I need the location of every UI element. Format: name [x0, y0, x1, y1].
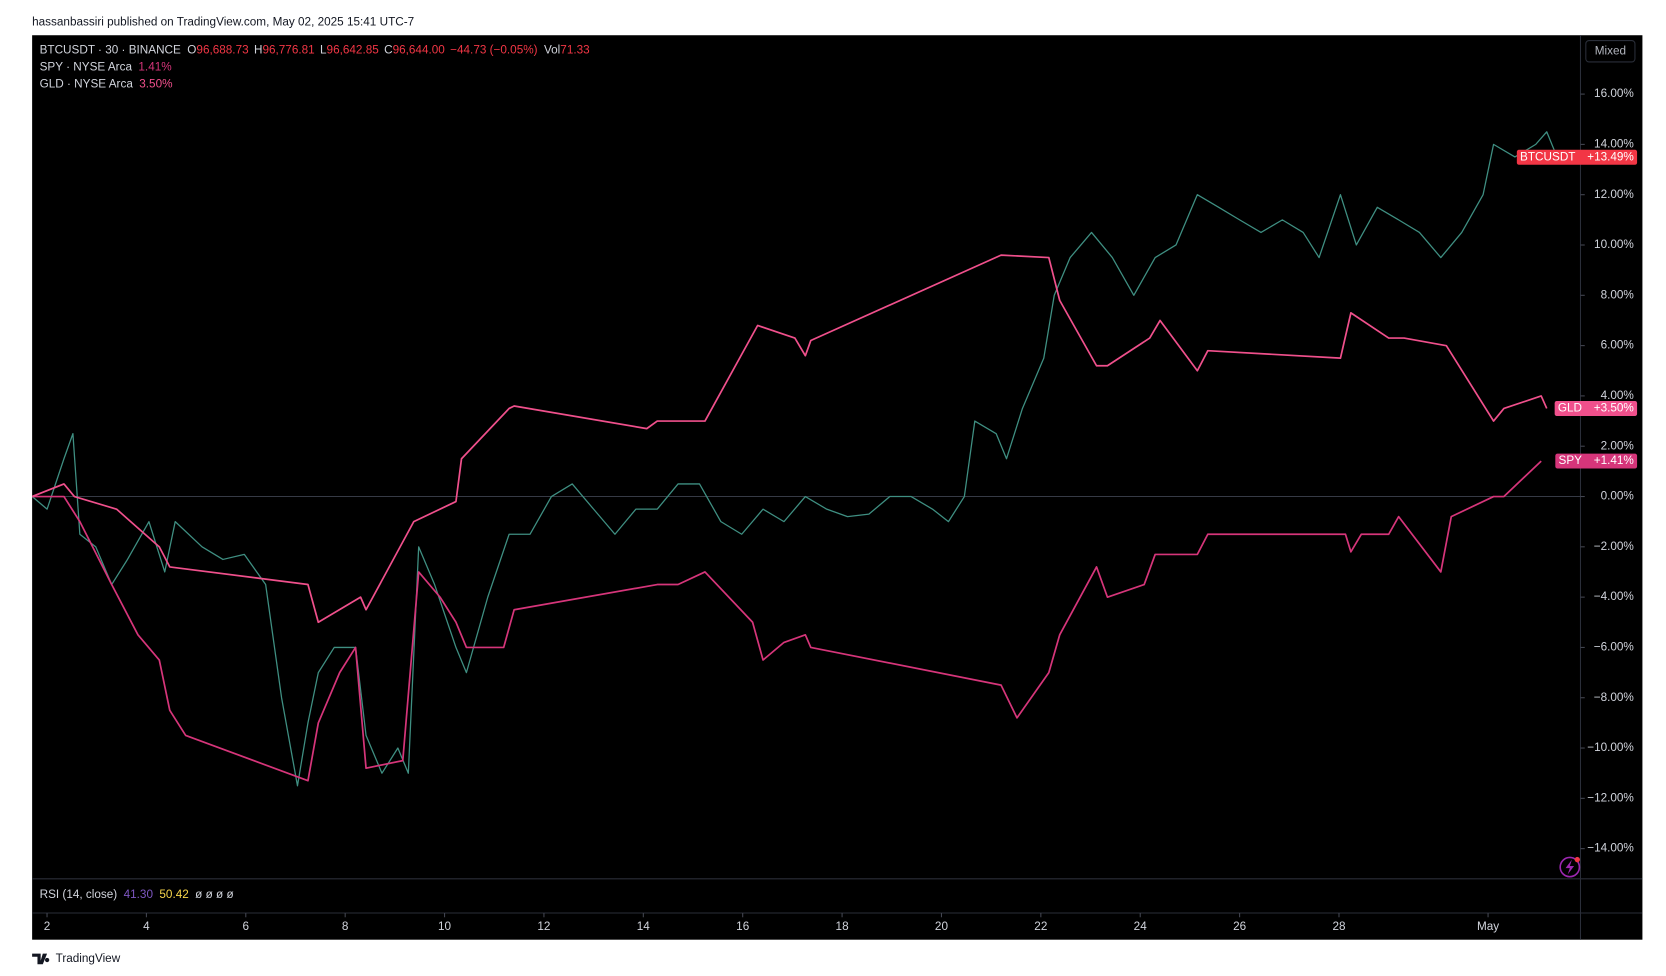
scale-mode-label[interactable]: Mixed: [1595, 44, 1626, 57]
y-tick-label: −4.00%: [1594, 590, 1635, 603]
series-line: [32, 254, 1548, 624]
x-tick-label: 12: [537, 920, 550, 933]
ohlc-label: L: [320, 43, 327, 56]
ohlc-value: 96,776.81: [262, 43, 314, 56]
ohlc-value: 96,642.85: [327, 43, 380, 56]
y-tick-label: −14.00%: [1587, 842, 1634, 855]
x-tick-label: 24: [1134, 920, 1148, 933]
y-tick-label: −8.00%: [1594, 691, 1635, 704]
y-tick-label: 6.00%: [1601, 339, 1635, 352]
icon-ring: [1559, 856, 1581, 878]
volume-label: Vol: [544, 43, 560, 56]
y-tick-label: −6.00%: [1594, 641, 1635, 654]
x-tick-label: 22: [1034, 920, 1047, 933]
price-tag-bg: [1555, 453, 1638, 469]
ohlc-value: 96,688.73: [196, 43, 249, 56]
brand-name: TradingView: [56, 952, 121, 965]
legend-symbol: BTCUSDT · 30 · BINANCE: [40, 43, 181, 56]
logo-mark: [32, 953, 50, 965]
y-tick-label: 2.00%: [1601, 439, 1635, 452]
price-tag: SPY +1.41%: [1555, 453, 1638, 469]
x-tick-label: 28: [1332, 920, 1346, 933]
series-line: [32, 460, 1542, 782]
y-tick-label: 10.00%: [1594, 238, 1634, 251]
y-tick-label: 16.00%: [1594, 87, 1634, 100]
change-value: −44.73 (−0.05%): [450, 43, 538, 56]
y-tick-label: 8.00%: [1601, 288, 1635, 301]
ohlc-label: H: [254, 43, 262, 56]
x-tick-label: 2: [44, 920, 51, 933]
price-tag-name: SPY: [1559, 454, 1583, 467]
chart-panel: [32, 35, 1643, 940]
price-tag-name: GLD: [1558, 402, 1582, 415]
x-tick-label: 6: [243, 920, 250, 933]
y-tick-label: 14.00%: [1594, 137, 1634, 150]
rsi-readout: 50.42: [159, 888, 188, 901]
price-tag-name: BTCUSDT: [1520, 150, 1575, 163]
x-tick-label: 16: [736, 920, 750, 933]
x-tick-label: May: [1477, 920, 1499, 933]
x-tick-label: 26: [1233, 920, 1247, 933]
ohlc-value: 96,644.00: [393, 43, 446, 56]
y-tick-label: 4.00%: [1601, 389, 1635, 402]
y-tick-label: −12.00%: [1587, 791, 1634, 804]
ohlc-label: C: [384, 43, 393, 56]
price-tag-bg: [1554, 401, 1638, 416]
series-line: [32, 131, 1558, 787]
x-tick-label: 20: [935, 920, 949, 933]
rsi-readout: 41.30: [124, 888, 154, 901]
price-tag-value: +3.50%: [1594, 402, 1635, 415]
lightning-icon[interactable]: [1559, 856, 1581, 878]
legend-symbol: GLD · NYSE Arca: [40, 77, 134, 90]
x-tick-label: 14: [637, 920, 651, 933]
price-tag: GLD +3.50%: [1554, 401, 1638, 416]
icon-bolt: [1565, 859, 1575, 875]
tradingview-logo: [32, 953, 50, 965]
rsi-label: RSI (14, close): [40, 888, 118, 901]
legend-value: 1.41%: [138, 60, 172, 73]
x-tick-label: 10: [438, 920, 452, 933]
publisher-line: hassanbassiri published on TradingView.c…: [32, 16, 414, 29]
rsi-empty: ø ø ø ø: [195, 888, 233, 901]
volume-value: 71.33: [560, 43, 590, 56]
price-tag-value: +1.41%: [1594, 454, 1635, 467]
y-tick-label: −2.00%: [1594, 540, 1635, 553]
legend-symbol: SPY · NYSE Arca: [40, 60, 133, 73]
y-tick-label: −10.00%: [1587, 741, 1634, 754]
x-tick-label: 4: [143, 920, 150, 933]
icon-dot: [1574, 856, 1580, 863]
price-tag: BTCUSDT +13.49%: [1516, 149, 1638, 165]
y-tick-label: 0.00%: [1601, 490, 1635, 503]
series-layer: [32, 131, 1558, 787]
x-tick-label: 8: [342, 920, 349, 933]
x-tick-label: 18: [836, 920, 850, 933]
ohlc-label: O: [187, 43, 196, 56]
legend-value: 3.50%: [139, 77, 173, 90]
y-tick-label: 12.00%: [1594, 188, 1634, 201]
price-tag-value: +13.49%: [1587, 150, 1634, 163]
price-tag-bg: [1516, 149, 1638, 165]
scale-mode-button[interactable]: [1585, 40, 1636, 63]
